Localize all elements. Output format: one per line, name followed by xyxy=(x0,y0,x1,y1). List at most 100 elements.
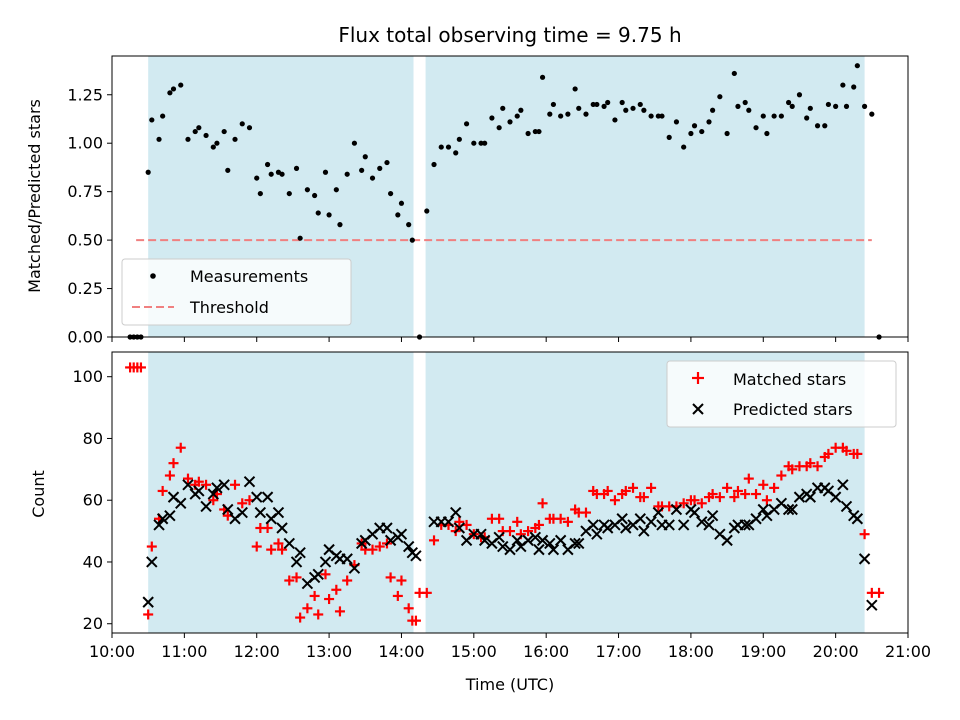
measurement-point xyxy=(333,187,339,193)
predicted-stars-point xyxy=(175,497,187,510)
legend-matched-marker xyxy=(692,372,704,384)
measurement-point xyxy=(478,140,484,146)
predicted-stars-point xyxy=(544,537,556,550)
measurement-point xyxy=(630,105,636,111)
measurement-point xyxy=(326,212,332,218)
matched-stars-point xyxy=(562,516,573,527)
predicted-stars-point xyxy=(153,519,165,531)
measurement-point xyxy=(565,111,571,117)
predicted-stars-point xyxy=(478,534,491,547)
measurement-point xyxy=(398,200,405,206)
predicted-stars-point xyxy=(829,491,842,503)
measurement-point xyxy=(735,103,741,109)
measurement-point xyxy=(344,171,350,177)
matched-stars-point xyxy=(313,609,324,620)
predicted-stars-point xyxy=(312,568,324,581)
matched-stars-point xyxy=(537,498,548,509)
matched-stars-point xyxy=(722,482,733,493)
x-tick-label: 17:00 xyxy=(595,642,641,661)
predicted-stars-point xyxy=(804,491,817,503)
matched-stars-point xyxy=(678,498,689,509)
top-observing-band xyxy=(425,56,865,337)
matched-stars-point xyxy=(324,594,335,605)
predicted-stars-point xyxy=(547,543,560,556)
bottom-y-axis-label: Count xyxy=(29,470,48,518)
x-axis-label: Time (UTC) xyxy=(465,675,554,694)
predicted-stars-point xyxy=(164,509,176,522)
measurement-point xyxy=(854,63,860,69)
matched-stars-point xyxy=(320,569,331,580)
measurement-point xyxy=(453,150,459,156)
predicted-stars-point xyxy=(696,516,708,528)
matched-stars-point xyxy=(646,482,657,493)
measurement-point xyxy=(395,212,401,218)
x-tick-label: 14:00 xyxy=(378,642,424,661)
measurement-point xyxy=(753,125,759,131)
matched-stars-point xyxy=(689,495,700,506)
predicted-stars-point xyxy=(750,513,762,525)
measurement-point xyxy=(196,125,202,131)
predicted-stars-point xyxy=(348,562,361,574)
predicted-stars-point xyxy=(533,543,545,556)
measurement-point xyxy=(550,101,557,108)
predicted-stars-point xyxy=(536,534,549,547)
predicted-stars-point xyxy=(222,503,234,516)
matched-stars-point xyxy=(291,572,302,583)
measurement-point xyxy=(637,101,643,108)
measurement-point xyxy=(558,113,564,119)
matched-stars-point xyxy=(533,519,544,530)
measurement-point xyxy=(496,125,502,131)
predicted-stars-point xyxy=(786,503,798,516)
matched-stars-point xyxy=(182,473,193,484)
x-tick-label: 21:00 xyxy=(885,642,931,661)
predicted-stars-point xyxy=(837,479,849,491)
measurement-point xyxy=(851,84,857,90)
measurement-point xyxy=(804,115,810,121)
matched-stars-point xyxy=(787,464,798,475)
measurement-point xyxy=(576,105,582,111)
top-axes-frame xyxy=(111,55,909,338)
matched-stars-point xyxy=(740,489,751,500)
matched-stars-point xyxy=(309,590,320,601)
measurement-point xyxy=(786,99,792,106)
predicted-stars-point xyxy=(410,550,422,562)
predicted-stars-point xyxy=(319,556,332,568)
predicted-stars-point xyxy=(721,534,733,547)
matched-stars-point xyxy=(302,603,313,614)
measurement-point xyxy=(789,103,795,109)
predicted-stars-point xyxy=(866,599,878,611)
x-tick-label: 16:00 xyxy=(523,642,569,661)
top-y-axis-label: Matched/Predicted stars xyxy=(25,99,44,293)
measurement-point xyxy=(706,119,712,125)
measurement-point xyxy=(337,222,343,228)
matched-stars-point xyxy=(367,544,378,555)
measurement-point xyxy=(547,111,553,117)
top-legend-box xyxy=(121,258,352,326)
predicted-stars-point xyxy=(573,537,585,550)
matched-stars-point xyxy=(761,495,772,506)
legend-matched-label: Matched stars xyxy=(733,370,846,389)
measurement-point xyxy=(539,74,546,80)
measurement-point xyxy=(304,187,310,193)
measurement-point xyxy=(623,107,629,113)
legend-measurements-label: Measurements xyxy=(190,267,308,286)
predicted-stars-point xyxy=(243,475,256,488)
matched-stars-point xyxy=(620,485,631,496)
measurement-point xyxy=(322,169,329,175)
measurement-point xyxy=(688,130,694,137)
measurement-point xyxy=(807,105,813,111)
top-y-tick-label: 1.00 xyxy=(67,134,103,153)
predicted-stars-point xyxy=(156,513,169,525)
predicted-stars-point xyxy=(554,534,567,547)
matched-stars-point xyxy=(230,479,241,490)
measurement-point xyxy=(572,86,578,92)
predicted-stars-point xyxy=(341,553,353,565)
matched-stars-point xyxy=(696,498,707,509)
matched-stars-point xyxy=(758,479,769,490)
predicted-stars-point xyxy=(193,485,205,497)
predicted-stars-point xyxy=(793,491,806,503)
measurement-point xyxy=(489,115,495,121)
predicted-stars-point xyxy=(782,503,795,516)
measurement-point xyxy=(471,140,477,146)
measurement-point xyxy=(760,113,766,119)
